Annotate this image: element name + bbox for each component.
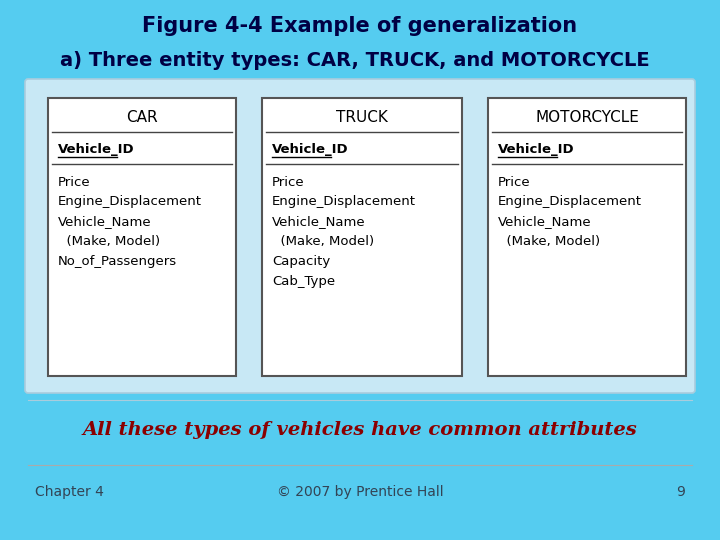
Text: Engine_Displacement: Engine_Displacement (272, 195, 416, 208)
Text: Vehicle_ID: Vehicle_ID (58, 144, 135, 157)
Text: © 2007 by Prentice Hall: © 2007 by Prentice Hall (276, 485, 444, 499)
Text: a) Three entity types: CAR, TRUCK, and MOTORCYCLE: a) Three entity types: CAR, TRUCK, and M… (60, 51, 650, 70)
Text: Vehicle_Name: Vehicle_Name (498, 215, 592, 228)
Text: TRUCK: TRUCK (336, 111, 388, 125)
Bar (488, 98, 686, 376)
Text: (Make, Model): (Make, Model) (58, 235, 160, 248)
Text: CAR: CAR (126, 111, 158, 125)
Text: Cab_Type: Cab_Type (272, 275, 335, 288)
Text: (Make, Model): (Make, Model) (498, 235, 600, 248)
FancyBboxPatch shape (25, 79, 695, 393)
Text: Vehicle_Name: Vehicle_Name (58, 215, 152, 228)
Text: Engine_Displacement: Engine_Displacement (58, 195, 202, 208)
Text: Price: Price (272, 176, 305, 188)
Text: Vehicle_ID: Vehicle_ID (272, 144, 348, 157)
Text: Price: Price (498, 176, 531, 188)
Text: Figure 4-4 Example of generalization: Figure 4-4 Example of generalization (143, 16, 577, 36)
Text: Capacity: Capacity (272, 255, 330, 268)
Text: MOTORCYCLE: MOTORCYCLE (535, 111, 639, 125)
Text: Chapter 4: Chapter 4 (35, 485, 104, 499)
Bar (262, 98, 462, 376)
Text: Vehicle_ID: Vehicle_ID (498, 144, 575, 157)
Text: All these types of vehicles have common attributes: All these types of vehicles have common … (83, 421, 637, 439)
Text: (Make, Model): (Make, Model) (272, 235, 374, 248)
Text: Vehicle_Name: Vehicle_Name (272, 215, 366, 228)
Text: No_of_Passengers: No_of_Passengers (58, 255, 177, 268)
Bar (48, 98, 236, 376)
Text: Engine_Displacement: Engine_Displacement (498, 195, 642, 208)
Text: 9: 9 (676, 485, 685, 499)
Text: Price: Price (58, 176, 91, 188)
